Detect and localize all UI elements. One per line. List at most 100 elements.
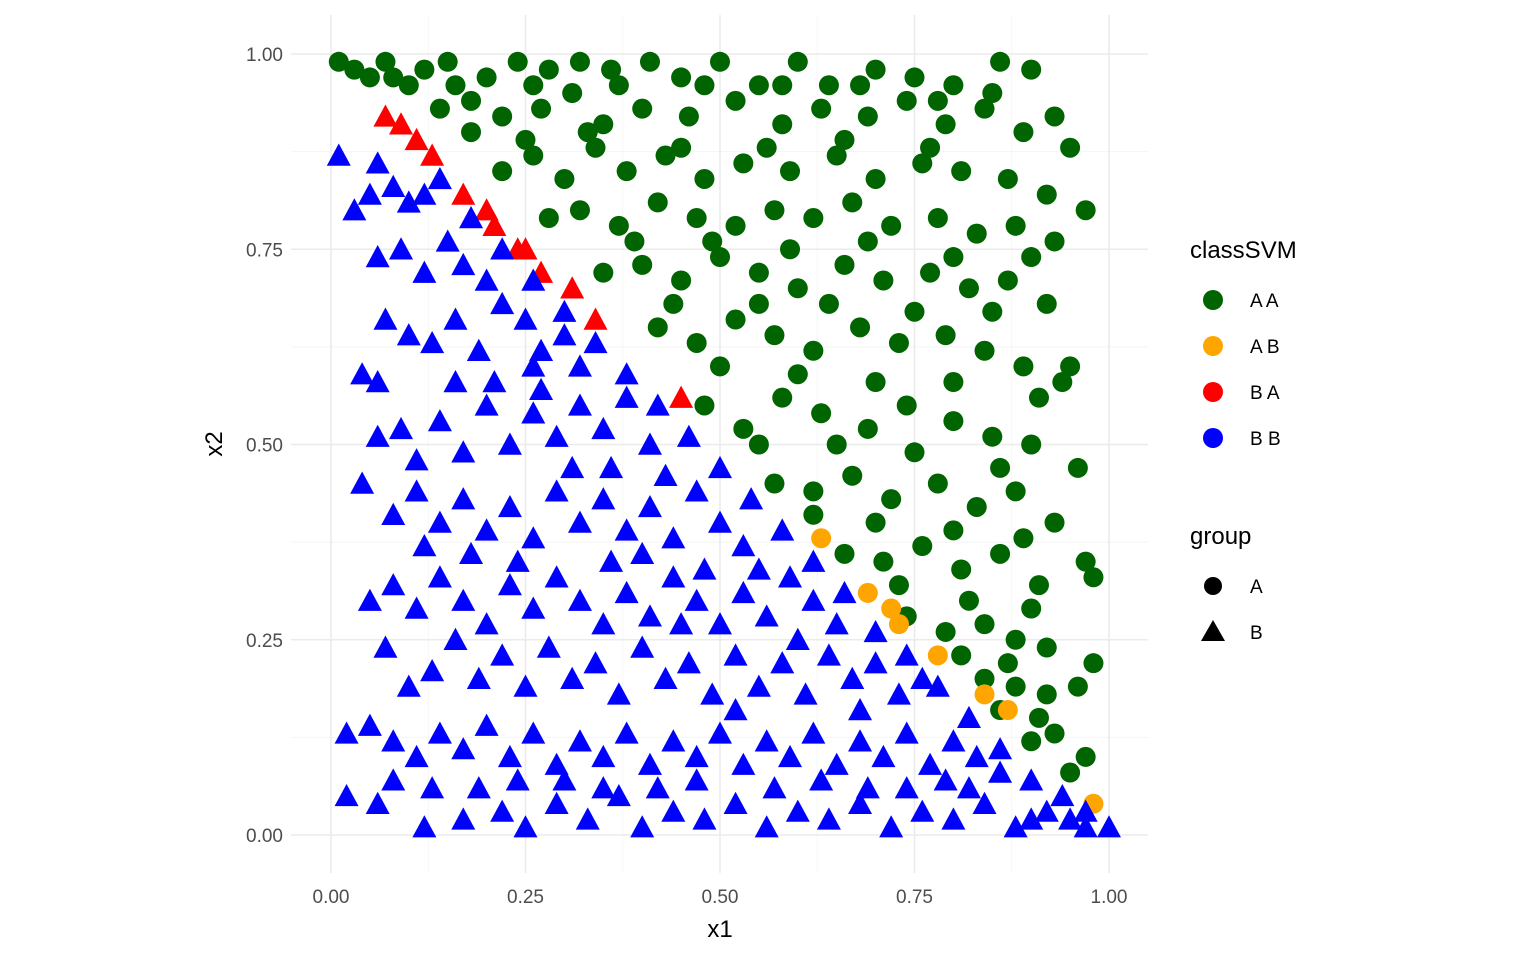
point-aa <box>896 395 917 416</box>
point-aa <box>881 489 902 510</box>
point-aa <box>437 51 458 72</box>
x-tick-label: 1.00 <box>1091 887 1128 908</box>
point-bb <box>708 721 732 744</box>
point-bb <box>614 518 639 541</box>
point-aa <box>1060 137 1081 158</box>
y-tick-label: 0.00 <box>246 826 283 847</box>
point-bb <box>1058 807 1083 830</box>
point-bb <box>357 588 382 611</box>
point-aa <box>818 75 839 96</box>
point-bb <box>466 666 491 689</box>
point-aa <box>1013 356 1034 377</box>
point-bb <box>676 651 701 674</box>
point-bb <box>894 721 919 744</box>
point-bb <box>591 744 616 768</box>
point-aa <box>1075 551 1096 572</box>
point-ab <box>811 528 832 549</box>
point-aa <box>943 75 964 96</box>
point-aa <box>888 332 909 353</box>
point-bb <box>754 604 779 627</box>
point-bb <box>544 565 569 588</box>
point-bb <box>894 776 919 799</box>
point-bb <box>614 362 639 385</box>
point-aa <box>982 83 1003 104</box>
point-bb <box>474 268 499 291</box>
point-bb <box>451 440 476 463</box>
point-aa <box>686 332 707 353</box>
point-aa <box>865 372 886 393</box>
point-aa <box>531 98 552 119</box>
point-aa <box>569 51 590 72</box>
point-aa <box>857 418 878 439</box>
point-bb <box>606 783 631 807</box>
point-bb <box>933 768 958 791</box>
point-bb <box>591 416 616 440</box>
point-ba <box>583 307 608 330</box>
point-aa <box>850 317 871 338</box>
point-bb <box>497 432 522 455</box>
point-aa <box>461 90 482 111</box>
point-aa <box>429 98 450 119</box>
point-ab <box>881 598 902 619</box>
point-aa <box>694 168 715 189</box>
point-bb <box>497 744 522 768</box>
point-aa <box>1044 231 1065 252</box>
point-bb <box>404 596 429 619</box>
point-bb <box>599 549 624 572</box>
legend-classsvm-label-ba: B A <box>1250 383 1280 404</box>
point-bb <box>816 807 841 830</box>
point-bb <box>1034 799 1059 822</box>
point-bb <box>661 526 686 549</box>
point-bb <box>591 487 616 510</box>
point-bb <box>879 815 904 838</box>
point-bb <box>824 752 849 775</box>
point-aa <box>748 434 769 455</box>
point-aa <box>787 364 808 385</box>
legend-group: group A B <box>1190 523 1263 644</box>
point-aa <box>1075 200 1096 221</box>
point-bb <box>466 776 491 799</box>
legend-classsvm-key-ab <box>1203 336 1223 356</box>
point-bb <box>396 323 421 346</box>
point-bb <box>630 815 655 838</box>
point-bb <box>848 791 873 814</box>
point-bb <box>427 510 452 533</box>
point-aa <box>748 262 769 283</box>
point-bb <box>427 721 452 744</box>
point-aa <box>1036 184 1057 205</box>
point-bb <box>583 651 608 674</box>
point-bb <box>427 409 452 432</box>
point-bb <box>684 744 709 768</box>
x-tick-label: 0.75 <box>896 887 933 908</box>
point-aa <box>1067 457 1088 478</box>
point-bb <box>365 370 390 393</box>
point-aa <box>935 325 956 346</box>
point-bb <box>443 370 468 393</box>
point-bb <box>746 557 771 580</box>
point-bb <box>739 487 764 510</box>
point-aa <box>974 340 995 361</box>
point-bb <box>676 424 701 447</box>
point-bb <box>396 674 421 697</box>
point-bb <box>529 338 554 361</box>
point-bb <box>521 526 546 549</box>
point-bb <box>816 643 841 666</box>
point-aa <box>974 614 995 635</box>
point-aa <box>974 98 995 119</box>
point-bb <box>988 760 1013 783</box>
point-aa <box>1021 247 1042 268</box>
point-bb <box>342 198 367 221</box>
point-bb <box>443 307 468 330</box>
point-bb <box>513 674 538 697</box>
point-bb <box>1050 783 1075 807</box>
point-aa <box>772 75 793 96</box>
point-bb <box>848 729 873 752</box>
point-bb <box>404 744 429 768</box>
point-bb <box>778 744 803 768</box>
point-bb <box>614 580 639 604</box>
point-aa <box>818 293 839 314</box>
point-bb <box>637 432 662 455</box>
point-bb <box>692 557 717 580</box>
point-bb <box>490 237 515 260</box>
point-bb <box>754 815 779 838</box>
